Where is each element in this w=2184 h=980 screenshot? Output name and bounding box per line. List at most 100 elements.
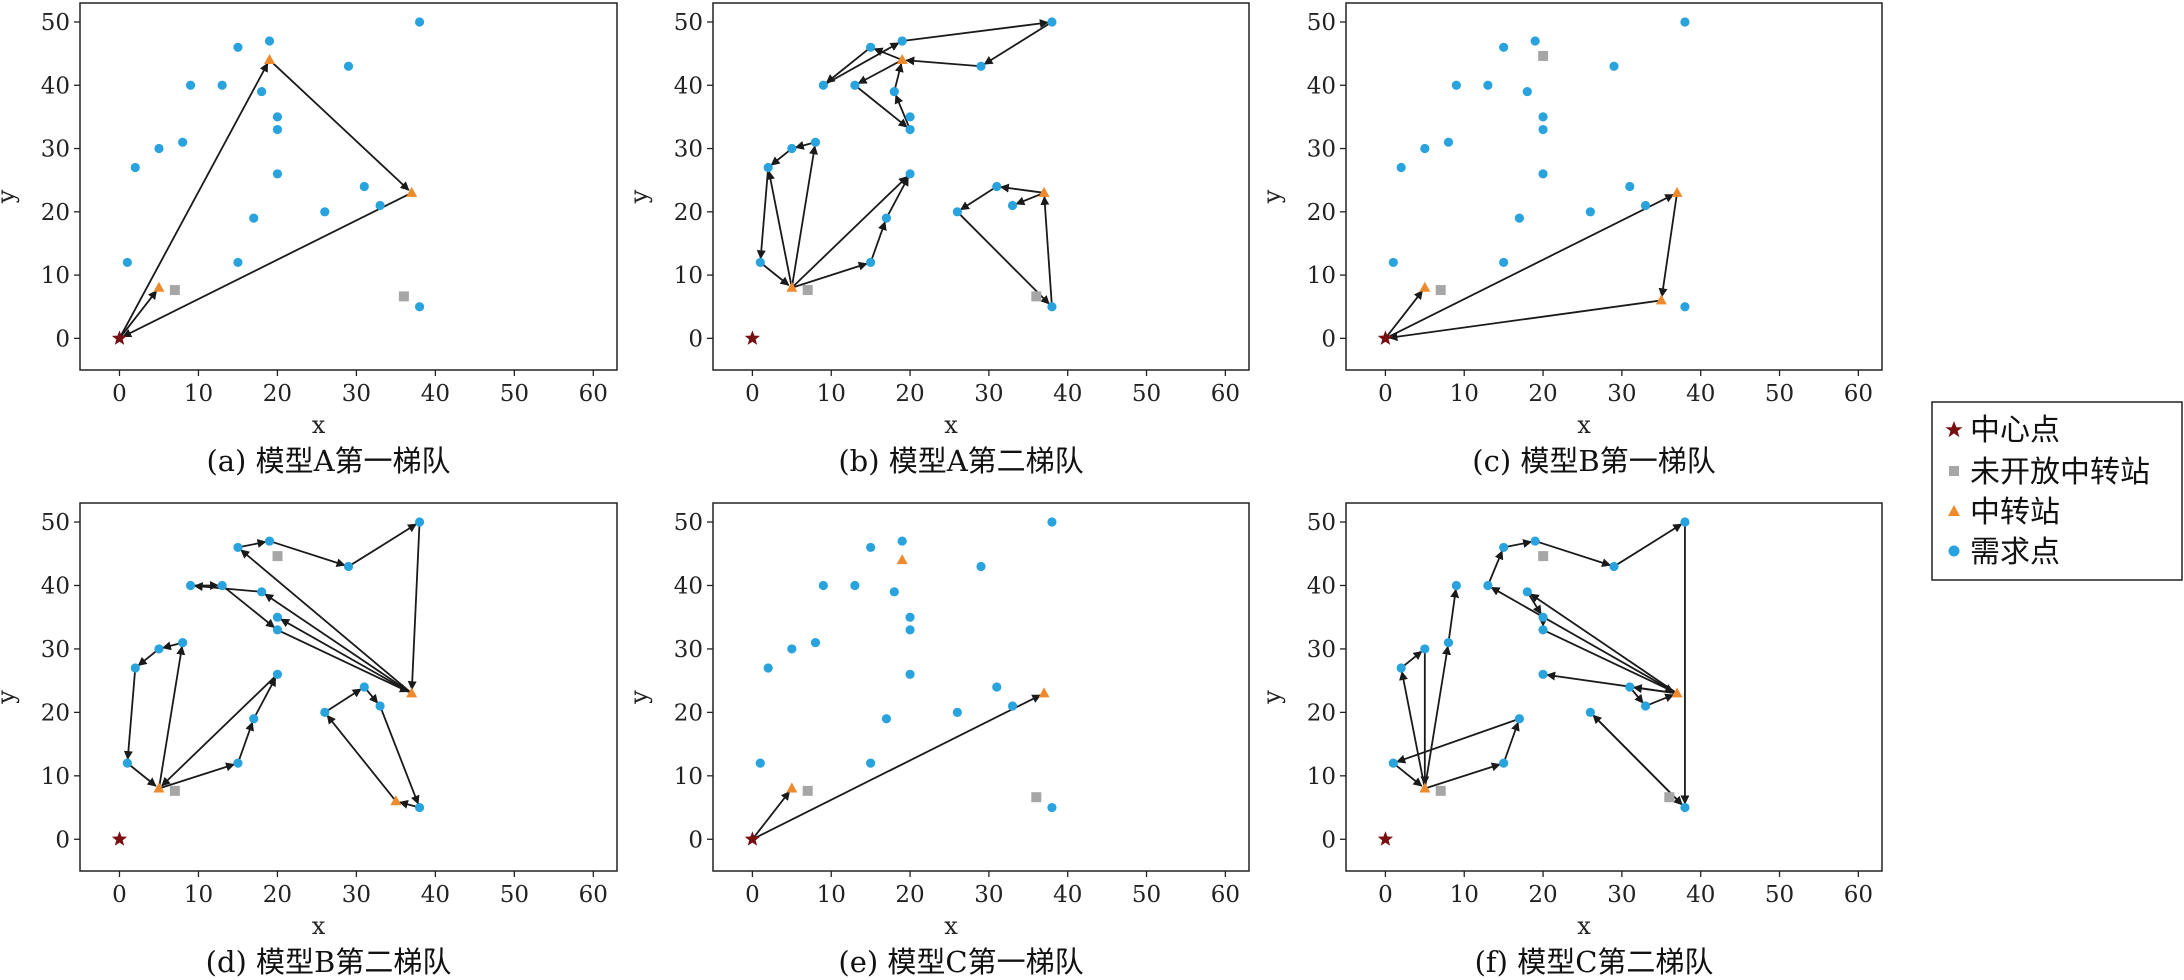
y-tick-label: 50 <box>1307 510 1336 536</box>
legend-label-center: 中心点 <box>1970 413 2060 448</box>
closed-station-marker <box>169 785 180 796</box>
demand-point <box>1530 536 1540 546</box>
x-tick-label: 30 <box>342 381 371 407</box>
panel-caption: (e) 模型C第一梯队 <box>838 945 1083 979</box>
demand-point <box>1396 663 1406 673</box>
demand-point <box>233 42 243 52</box>
route-arrow <box>956 211 1050 305</box>
demand-point <box>952 707 962 717</box>
y-tick-label: 40 <box>674 573 703 599</box>
closed-station-marker <box>802 785 813 796</box>
demand-point <box>1420 644 1430 654</box>
route-arrow <box>268 59 410 191</box>
route-arrow <box>1502 721 1520 764</box>
plot-frame <box>79 502 618 872</box>
demand-point <box>1538 669 1548 679</box>
route-arrow <box>1388 299 1662 342</box>
y-axis-label: y <box>625 690 653 705</box>
legend-label-closed-station: 未开放中转站 <box>1970 455 2150 490</box>
demand-point <box>1420 143 1430 154</box>
center-point-marker <box>111 831 128 846</box>
closed-station-marker <box>1435 785 1446 796</box>
demand-point <box>1680 17 1690 27</box>
route-arrow <box>221 584 276 629</box>
demand-point <box>1514 714 1525 724</box>
demand-point <box>1522 587 1532 597</box>
route-arrow <box>1385 193 1675 340</box>
station-marker <box>406 186 418 197</box>
demand-point <box>1047 17 1057 27</box>
demand-point <box>414 302 425 312</box>
y-tick-label: 30 <box>41 137 70 163</box>
demand-point <box>763 162 773 173</box>
station-marker <box>153 782 165 793</box>
legend-item-station: 中转站 <box>1948 495 2060 530</box>
route-arrow <box>822 42 900 87</box>
route-arrow <box>326 714 397 802</box>
y-tick-label: 20 <box>41 200 70 226</box>
demand-point <box>1538 625 1548 635</box>
demand-point <box>1609 561 1619 572</box>
demand-point <box>1388 758 1398 768</box>
demand-point <box>976 561 986 572</box>
chart-panel: 0 10 20 30 40 50 60 0 10 20 30 40 50 x y (a) 模型A第一梯队 <box>0 2 618 478</box>
y-tick-label: 40 <box>41 73 70 99</box>
y-tick-label: 40 <box>1307 573 1336 599</box>
demand-point <box>272 612 283 622</box>
chart-panel: 0 10 20 30 40 50 60 0 10 20 30 40 50 x y (e) 模型C第一梯队 <box>625 502 1250 979</box>
demand-point <box>272 169 283 179</box>
demand-point <box>1522 86 1532 97</box>
demand-point <box>952 207 962 217</box>
route-arrow <box>193 582 262 593</box>
x-tick-label: 30 <box>974 381 1003 407</box>
x-tick-label: 0 <box>745 882 760 908</box>
station-marker <box>896 53 908 64</box>
y-tick-label: 50 <box>674 10 703 36</box>
y-tick-label: 10 <box>1307 764 1336 790</box>
y-tick-label: 40 <box>1307 73 1336 99</box>
demand-point <box>359 181 369 192</box>
demand-point <box>881 714 892 724</box>
route-arrow <box>1384 290 1424 339</box>
station-marker <box>406 687 418 698</box>
x-tick-label: 50 <box>1132 381 1161 407</box>
demand-point <box>905 124 915 135</box>
panel-caption: (c) 模型B第一梯队 <box>1472 444 1715 478</box>
route-arrow <box>1424 762 1501 790</box>
legend-item-closed-station: 未开放中转站 <box>1949 455 2150 490</box>
demand-point <box>217 80 227 90</box>
y-axis-label: y <box>1258 690 1286 705</box>
demand-point <box>1499 257 1509 268</box>
demand-point <box>992 181 1002 192</box>
route-arrow <box>766 170 793 288</box>
demand-point <box>375 701 385 711</box>
route-arrow <box>277 629 409 693</box>
station-marker <box>390 795 402 806</box>
route-arrow <box>893 62 904 92</box>
y-tick-label: 50 <box>41 510 70 536</box>
y-axis-label: y <box>1258 189 1286 204</box>
demand-point <box>1538 112 1548 122</box>
x-tick-label: 40 <box>421 381 450 407</box>
demand-circle-icon <box>1948 545 1960 557</box>
closed-station-marker <box>1031 792 1042 803</box>
legend: 中心点 未开放中转站 中转站 需求点 <box>1931 401 2183 581</box>
route-arrow <box>379 705 420 805</box>
route-arrow <box>902 19 1049 42</box>
y-tick-label: 30 <box>1307 137 1336 163</box>
demand-point <box>1680 517 1690 527</box>
demand-point <box>1047 302 1057 312</box>
route-arrow <box>280 618 413 695</box>
x-axis-label: x <box>1577 912 1591 940</box>
demand-point <box>1625 181 1635 192</box>
y-axis-label: y <box>0 189 20 204</box>
center-point-marker <box>744 831 761 846</box>
demand-point <box>178 637 188 648</box>
x-tick-label: 10 <box>184 882 213 908</box>
y-tick-label: 50 <box>1307 10 1336 36</box>
route-arrow <box>126 762 157 787</box>
route-arrow <box>1632 684 1678 695</box>
demand-point <box>1538 124 1548 135</box>
demand-point <box>1483 580 1493 591</box>
y-tick-label: 0 <box>688 326 703 352</box>
